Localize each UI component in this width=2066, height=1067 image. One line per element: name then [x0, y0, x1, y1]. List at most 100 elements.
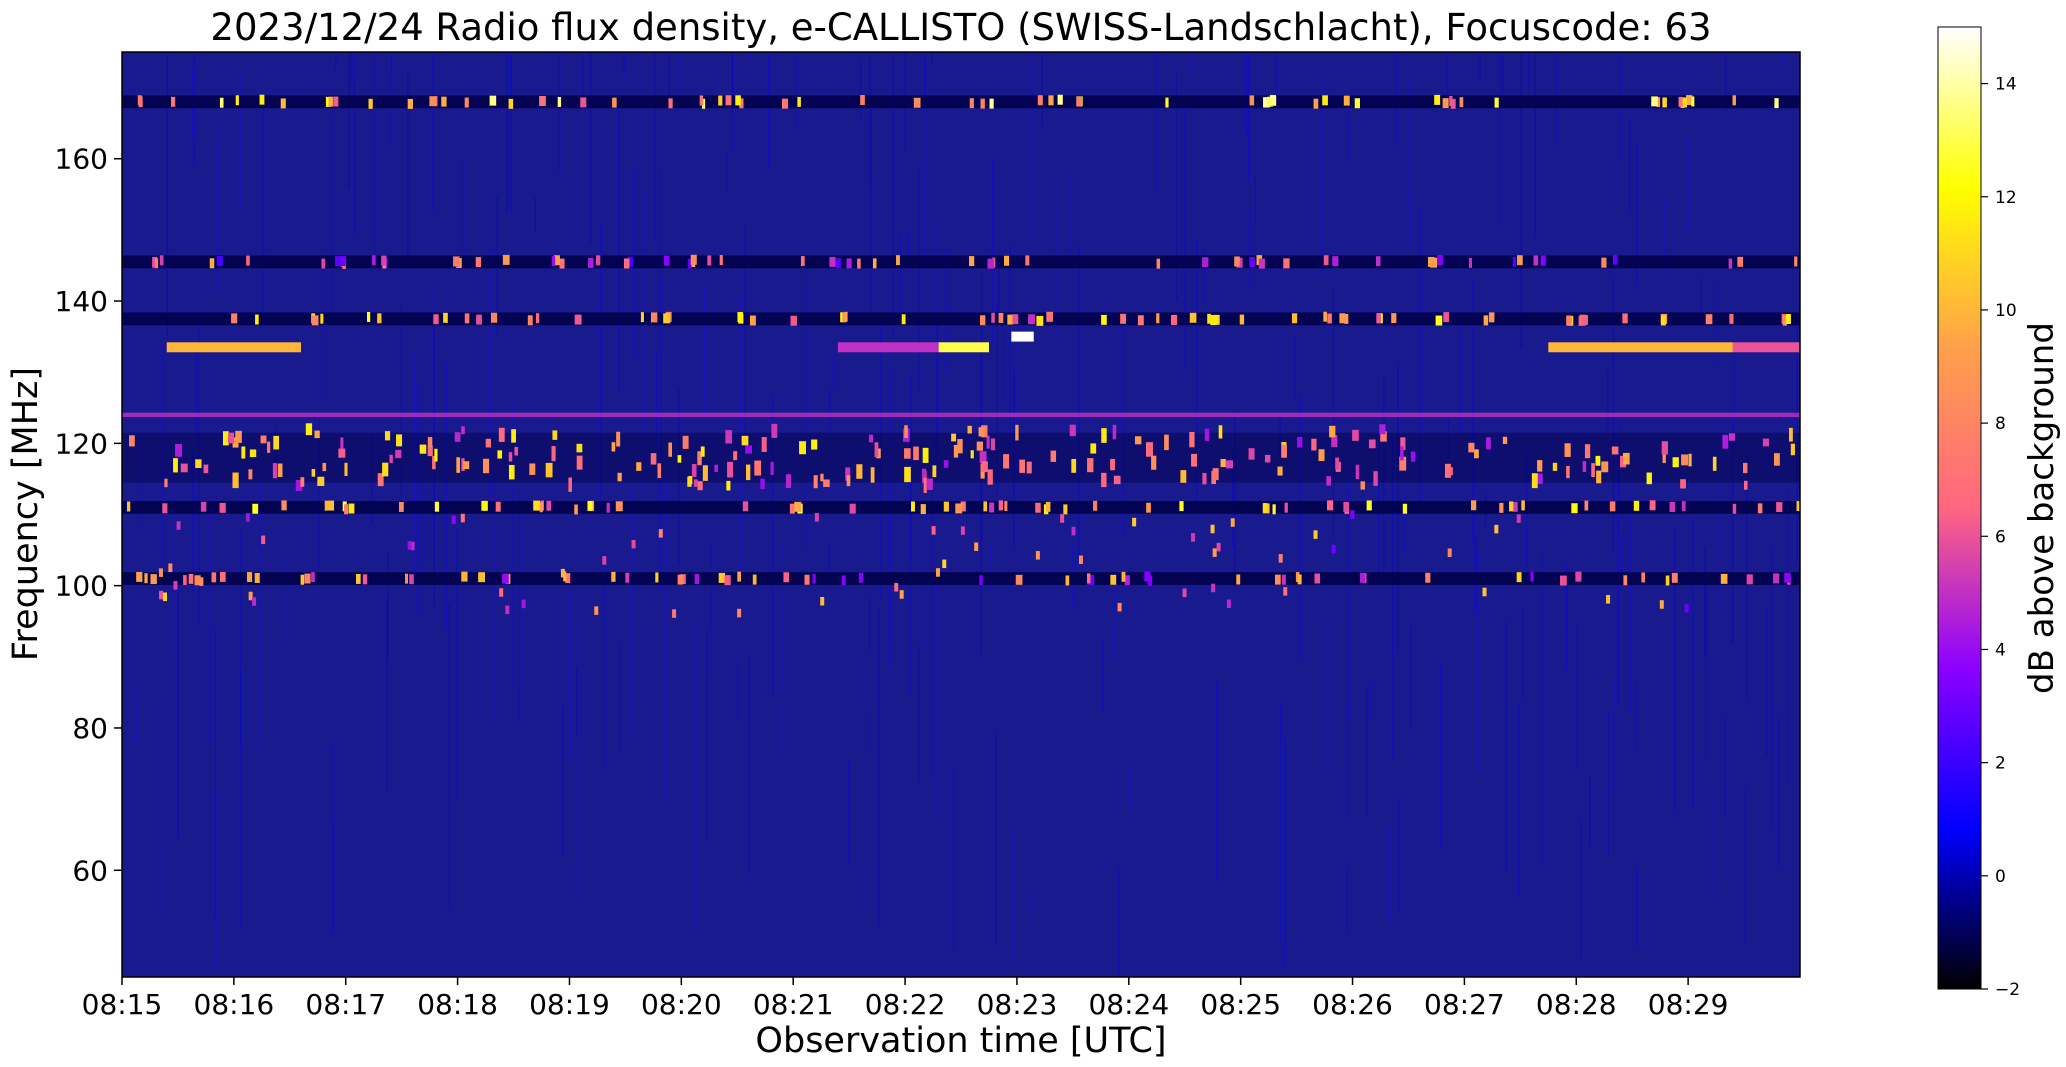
noise-streak — [353, 52, 356, 236]
burst-mark — [203, 464, 209, 474]
burst-mark — [1380, 431, 1387, 442]
burst-mark — [725, 95, 732, 106]
noise-streak — [1614, 677, 1616, 794]
burst-mark — [1746, 574, 1753, 585]
burst-mark — [957, 439, 963, 454]
burst-mark — [1486, 437, 1491, 450]
noise-streak — [390, 52, 393, 73]
burst-mark — [811, 439, 818, 450]
noise-streak — [623, 52, 625, 79]
sporadic-mark — [1313, 530, 1318, 539]
burst-mark — [1281, 444, 1287, 458]
noise-streak — [1247, 52, 1249, 180]
burst-mark — [771, 423, 778, 438]
sporadic-mark — [1230, 518, 1235, 527]
band-124-line — [122, 412, 1800, 418]
burst-mark — [1773, 573, 1780, 584]
burst-mark — [1220, 459, 1226, 468]
noise-streak — [710, 537, 713, 677]
burst-mark — [1681, 454, 1688, 466]
noise-streak — [772, 394, 774, 698]
noise-streak — [870, 88, 872, 315]
noise-streak — [162, 343, 164, 567]
noise-streak — [192, 450, 194, 592]
burst-mark — [576, 443, 583, 453]
x-tick-label: 08:25 — [1200, 988, 1281, 1021]
burst-mark — [1531, 473, 1538, 489]
noise-streak — [510, 52, 512, 212]
burst-mark — [1003, 255, 1010, 266]
burst-mark — [407, 98, 413, 109]
burst-mark — [1179, 501, 1184, 512]
y-tick-label: 120 — [55, 427, 108, 460]
burst-mark — [1790, 443, 1795, 456]
burst-mark — [627, 256, 634, 267]
burst-mark — [553, 255, 560, 266]
burst-mark — [495, 501, 501, 512]
burst-mark — [1517, 255, 1523, 266]
burst-mark — [1560, 575, 1567, 586]
burst-mark — [1743, 480, 1748, 490]
burst-mark — [1137, 315, 1144, 326]
burst-mark — [1442, 98, 1449, 109]
burst-mark — [1728, 433, 1736, 441]
burst-mark — [687, 476, 692, 487]
burst-mark — [911, 501, 915, 512]
x-tick-label: 08:27 — [1424, 988, 1505, 1021]
burst-mark — [1601, 461, 1609, 473]
noise-streak — [424, 479, 426, 567]
sporadic-mark — [814, 513, 819, 522]
burst-mark — [749, 315, 756, 326]
burst-mark — [1581, 314, 1588, 325]
burst-mark — [1375, 256, 1381, 267]
burst-mark — [846, 258, 852, 269]
burst-mark — [476, 314, 482, 325]
noise-streak — [658, 170, 661, 322]
burst-mark — [1015, 574, 1023, 585]
noise-streak — [1565, 572, 1568, 632]
burst-mark — [856, 464, 863, 479]
burst-mark — [1671, 572, 1678, 583]
colorbar-tick-label: 2 — [1995, 754, 2006, 774]
burst-mark — [1379, 424, 1386, 435]
burst-mark — [311, 572, 315, 583]
burst-mark — [969, 256, 975, 267]
burst-mark — [1794, 256, 1798, 267]
burst-mark — [1263, 502, 1268, 513]
noise-streak — [1404, 497, 1406, 555]
burst-mark — [1688, 453, 1692, 467]
noise-streak — [1621, 534, 1624, 583]
burst-mark — [339, 256, 346, 267]
burst-mark — [1705, 314, 1713, 325]
noise-streak — [833, 353, 836, 390]
burst-mark — [1007, 314, 1013, 325]
sporadic-mark — [245, 513, 250, 522]
noise-streak — [618, 642, 621, 755]
burst-mark — [1691, 96, 1695, 107]
burst-mark — [1437, 255, 1444, 265]
burst-mark — [1277, 466, 1283, 476]
noise-streak — [162, 694, 165, 920]
noise-streak — [642, 616, 645, 707]
bright-segment — [166, 342, 301, 353]
burst-mark — [508, 452, 513, 462]
burst-mark — [1344, 313, 1349, 324]
burst-mark — [252, 503, 259, 514]
burst-mark — [1540, 255, 1546, 266]
burst-mark — [980, 315, 986, 326]
burst-mark — [1662, 97, 1667, 108]
burst-mark — [311, 315, 319, 326]
burst-mark — [745, 445, 753, 454]
burst-mark — [170, 96, 176, 107]
burst-mark — [565, 573, 571, 584]
sporadic-mark — [594, 606, 599, 615]
burst-mark — [1474, 449, 1479, 459]
burst-mark — [1329, 425, 1336, 438]
burst-mark — [943, 460, 949, 468]
noise-streak — [1129, 768, 1132, 810]
burst-mark — [1249, 257, 1255, 267]
burst-mark — [529, 463, 536, 475]
sporadic-mark — [176, 521, 181, 530]
burst-mark — [1774, 98, 1779, 109]
burst-mark — [1450, 98, 1456, 109]
